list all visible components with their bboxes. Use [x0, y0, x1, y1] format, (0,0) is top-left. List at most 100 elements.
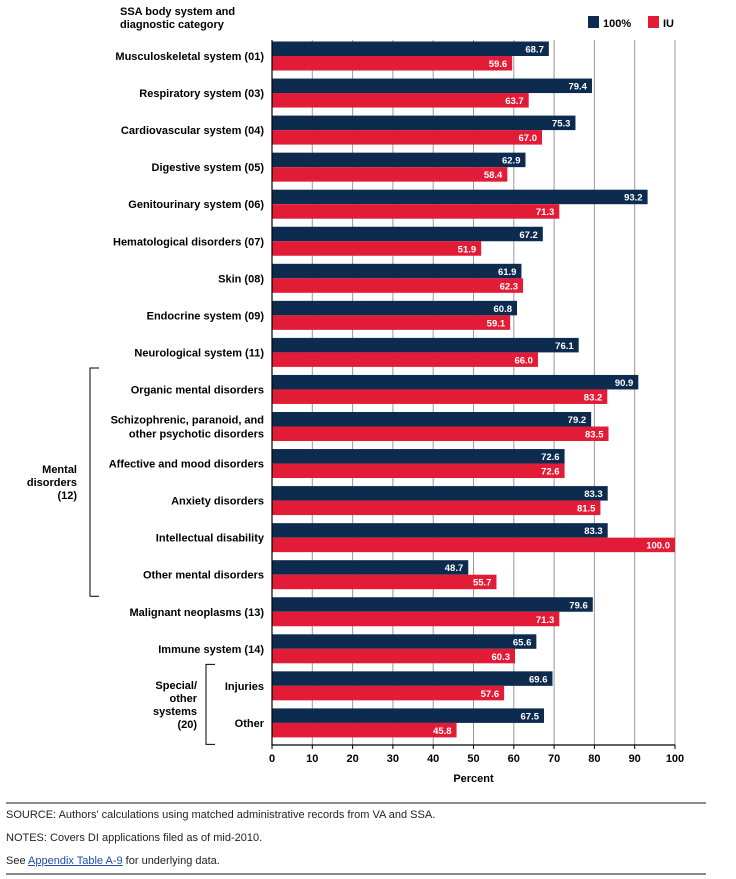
bar-value-label: 83.3: [584, 526, 603, 537]
bar-value-label: 68.7: [525, 45, 544, 56]
bar-series-iu: [272, 463, 565, 479]
bar-series-iu: [272, 537, 675, 553]
bar-series-100: [272, 115, 576, 131]
bar-series-iu: [272, 574, 497, 590]
footer-divider-top: [6, 802, 706, 804]
x-tick-label: 70: [548, 753, 560, 765]
bar-value-label: 72.6: [541, 467, 560, 478]
category-label: Cardiovascular system (04): [121, 125, 264, 137]
bar-series-iu: [272, 130, 543, 145]
category-label: Malignant neoplasms (13): [130, 607, 265, 619]
category-label: Respiratory system (03): [139, 88, 264, 100]
footer-divider-bottom: [6, 873, 706, 875]
x-tick-label: 20: [346, 753, 358, 765]
category-label: Injuries: [225, 681, 264, 693]
bar-value-label: 63.7: [505, 96, 524, 107]
x-tick-label: 10: [306, 753, 318, 765]
legend: 100% IU: [588, 16, 674, 30]
bar-series-iu: [272, 389, 608, 404]
bar-value-label: 62.3: [500, 281, 519, 292]
bar-series-iu: [272, 204, 560, 219]
category-label: Musculoskeletal system (01): [115, 51, 264, 63]
bar-value-label: 66.0: [514, 355, 533, 366]
bar-value-label: 59.6: [489, 59, 508, 70]
legend-swatch-series-100: [588, 16, 599, 28]
category-label: Affective and mood disorders: [109, 459, 264, 471]
bar-series-100: [272, 671, 553, 686]
group-bracket: [205, 663, 215, 745]
bar-series-iu: [272, 315, 511, 330]
appendix-table-link[interactable]: Appendix Table A-9: [28, 855, 123, 867]
bar-value-label: 67.5: [521, 711, 540, 722]
bar-series-iu: [272, 648, 516, 664]
bar-series-100: [272, 189, 648, 205]
bar-value-label: 79.4: [568, 82, 587, 93]
bar-value-label: 81.5: [577, 504, 596, 515]
legend-swatch-series-iu: [648, 16, 659, 28]
x-tick-label: 60: [508, 753, 520, 765]
bar-series-iu: [272, 426, 609, 441]
category-label: Hematological disorders (07): [113, 236, 264, 248]
group-label: (20): [177, 719, 197, 731]
bar-series-iu: [272, 278, 524, 293]
bar-series-100: [272, 597, 593, 612]
bar-series-100: [272, 523, 608, 538]
category-label: Other mental disorders: [143, 570, 264, 582]
chart-footer: SOURCE: Authors' calculations using matc…: [0, 798, 736, 879]
category-label: Neurological system (11): [134, 347, 264, 359]
bar-value-label: 75.3: [552, 119, 571, 130]
bar-series-100: [272, 486, 608, 501]
bar-value-label: 71.3: [536, 615, 555, 626]
x-tick-label: 80: [588, 753, 600, 765]
bar-series-100: [272, 226, 543, 242]
bar-series-iu: [272, 352, 538, 367]
bar-value-label: 67.2: [519, 230, 538, 241]
group-label: systems: [153, 706, 197, 718]
group-label: other: [170, 693, 198, 705]
bar-series-iu: [272, 685, 505, 701]
x-axis-label: Percent: [453, 773, 494, 785]
bar-value-label: 83.2: [584, 392, 603, 403]
category-labels: Musculoskeletal system (01) Respiratory s…: [109, 51, 265, 730]
bar-value-label: 51.9: [458, 244, 477, 255]
bar-value-label: 72.6: [541, 452, 560, 463]
group-bracket: [89, 367, 99, 597]
bar-value-label: 79.6: [569, 600, 588, 611]
bar-value-label: 83.3: [584, 489, 603, 500]
bar-value-label: 69.6: [529, 674, 548, 685]
source-note: SOURCE: Authors' calculations using matc…: [6, 809, 436, 821]
bar-series-100: [272, 374, 639, 390]
bar-value-label: 93.2: [624, 193, 643, 204]
bar-value-label: 65.6: [513, 637, 532, 648]
see-suffix: for underlying data.: [122, 855, 220, 867]
bar-series-iu: [272, 722, 457, 738]
category-label: Skin (08): [218, 273, 264, 285]
bar-value-label: 59.1: [487, 318, 506, 329]
bars: 68.7 59.6 79.4 63.7 75.3 67.0 62.9 58.4 93.2 71.3…: [272, 41, 675, 738]
bar-series-iu: [272, 56, 513, 71]
group-label: Special/: [155, 680, 197, 692]
bar-series-iu: [272, 93, 529, 108]
category-label: Anxiety disorders: [171, 496, 264, 508]
group-label: (12): [57, 490, 77, 502]
bar-value-label: 100.0: [646, 541, 670, 552]
x-tick-label: 40: [427, 753, 439, 765]
x-axis-ticks: 0 10 20 30 40 50 60 70 80 90 100: [269, 745, 684, 765]
category-label: other psychotic disorders: [129, 429, 264, 441]
legend-label: 100%: [603, 18, 631, 30]
category-label: Organic mental disorders: [131, 384, 264, 396]
category-label: Immune system (14): [158, 644, 264, 656]
bar-value-label: 83.5: [585, 430, 604, 441]
bar-value-label: 61.9: [498, 267, 517, 278]
chart-container: SSA body system and diagnostic category 10…: [27, 6, 684, 785]
x-tick-label: 50: [467, 753, 479, 765]
bar-series-100: [272, 263, 522, 279]
bar-series-100: [272, 560, 469, 575]
bar-value-label: 71.3: [536, 207, 555, 218]
bar-value-label: 90.9: [615, 378, 634, 389]
group-label: disorders: [27, 477, 77, 489]
bar-value-label: 55.7: [473, 578, 492, 589]
bar-value-label: 48.7: [445, 563, 464, 574]
x-tick-label: 30: [387, 753, 399, 765]
bar-value-label: 62.9: [502, 156, 521, 167]
